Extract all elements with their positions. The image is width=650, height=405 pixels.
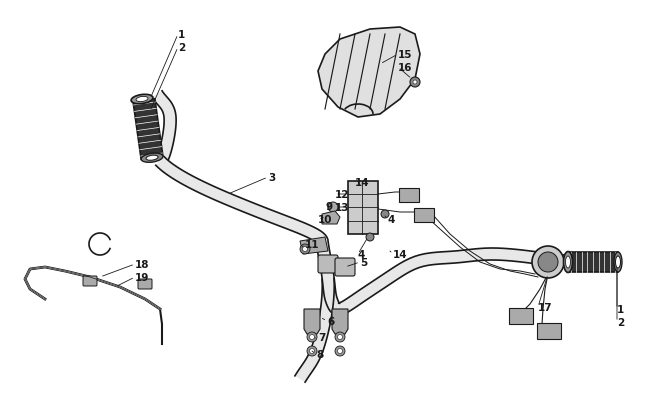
Circle shape: [337, 349, 343, 354]
Text: 4: 4: [388, 215, 395, 224]
Text: 7: 7: [318, 332, 326, 342]
Polygon shape: [316, 241, 566, 315]
Text: 1: 1: [178, 30, 185, 40]
Circle shape: [381, 211, 389, 218]
Polygon shape: [318, 28, 420, 118]
Ellipse shape: [564, 252, 573, 273]
Text: 3: 3: [268, 173, 275, 183]
Polygon shape: [348, 181, 378, 234]
Circle shape: [302, 247, 307, 252]
Text: 14: 14: [393, 249, 408, 259]
Polygon shape: [295, 279, 334, 382]
Text: 19: 19: [135, 272, 150, 282]
Circle shape: [307, 332, 317, 342]
Polygon shape: [152, 92, 176, 160]
Circle shape: [366, 233, 374, 241]
FancyBboxPatch shape: [83, 276, 97, 286]
Text: 13: 13: [335, 202, 350, 213]
Text: 12: 12: [335, 190, 350, 200]
Ellipse shape: [136, 97, 148, 102]
Ellipse shape: [131, 95, 153, 104]
FancyBboxPatch shape: [537, 323, 561, 339]
Circle shape: [307, 346, 317, 356]
Text: 6: 6: [327, 316, 334, 326]
Circle shape: [337, 335, 343, 340]
Polygon shape: [304, 309, 320, 334]
Ellipse shape: [146, 156, 158, 161]
Text: 17: 17: [538, 302, 552, 312]
Text: 10: 10: [318, 215, 333, 224]
Circle shape: [532, 246, 564, 278]
Circle shape: [413, 81, 417, 85]
Circle shape: [335, 346, 345, 356]
Polygon shape: [322, 211, 340, 224]
Polygon shape: [133, 100, 163, 160]
FancyBboxPatch shape: [318, 256, 338, 273]
Text: 5: 5: [360, 257, 367, 267]
FancyBboxPatch shape: [138, 279, 152, 289]
Text: 16: 16: [398, 63, 413, 73]
Text: 1: 1: [617, 304, 624, 314]
Circle shape: [300, 244, 310, 254]
Ellipse shape: [566, 256, 571, 269]
FancyBboxPatch shape: [399, 189, 419, 202]
Circle shape: [410, 78, 420, 88]
Ellipse shape: [141, 154, 163, 163]
FancyBboxPatch shape: [414, 209, 434, 222]
Ellipse shape: [614, 252, 622, 272]
Circle shape: [328, 202, 338, 213]
Polygon shape: [332, 309, 348, 334]
Circle shape: [309, 349, 315, 354]
Polygon shape: [156, 158, 328, 243]
Text: 8: 8: [316, 349, 323, 359]
Text: 18: 18: [135, 259, 150, 269]
Text: 4: 4: [358, 249, 365, 259]
FancyBboxPatch shape: [335, 258, 355, 276]
Polygon shape: [300, 237, 328, 254]
FancyBboxPatch shape: [509, 308, 533, 324]
Text: 14: 14: [355, 177, 370, 188]
Polygon shape: [568, 252, 618, 272]
Ellipse shape: [616, 256, 621, 269]
Text: 2: 2: [178, 43, 185, 53]
Circle shape: [538, 252, 558, 272]
Text: 2: 2: [617, 317, 624, 327]
Text: 9: 9: [325, 202, 332, 211]
Circle shape: [309, 335, 315, 340]
Text: 11: 11: [305, 239, 320, 249]
Circle shape: [335, 332, 345, 342]
Text: 15: 15: [398, 50, 413, 60]
